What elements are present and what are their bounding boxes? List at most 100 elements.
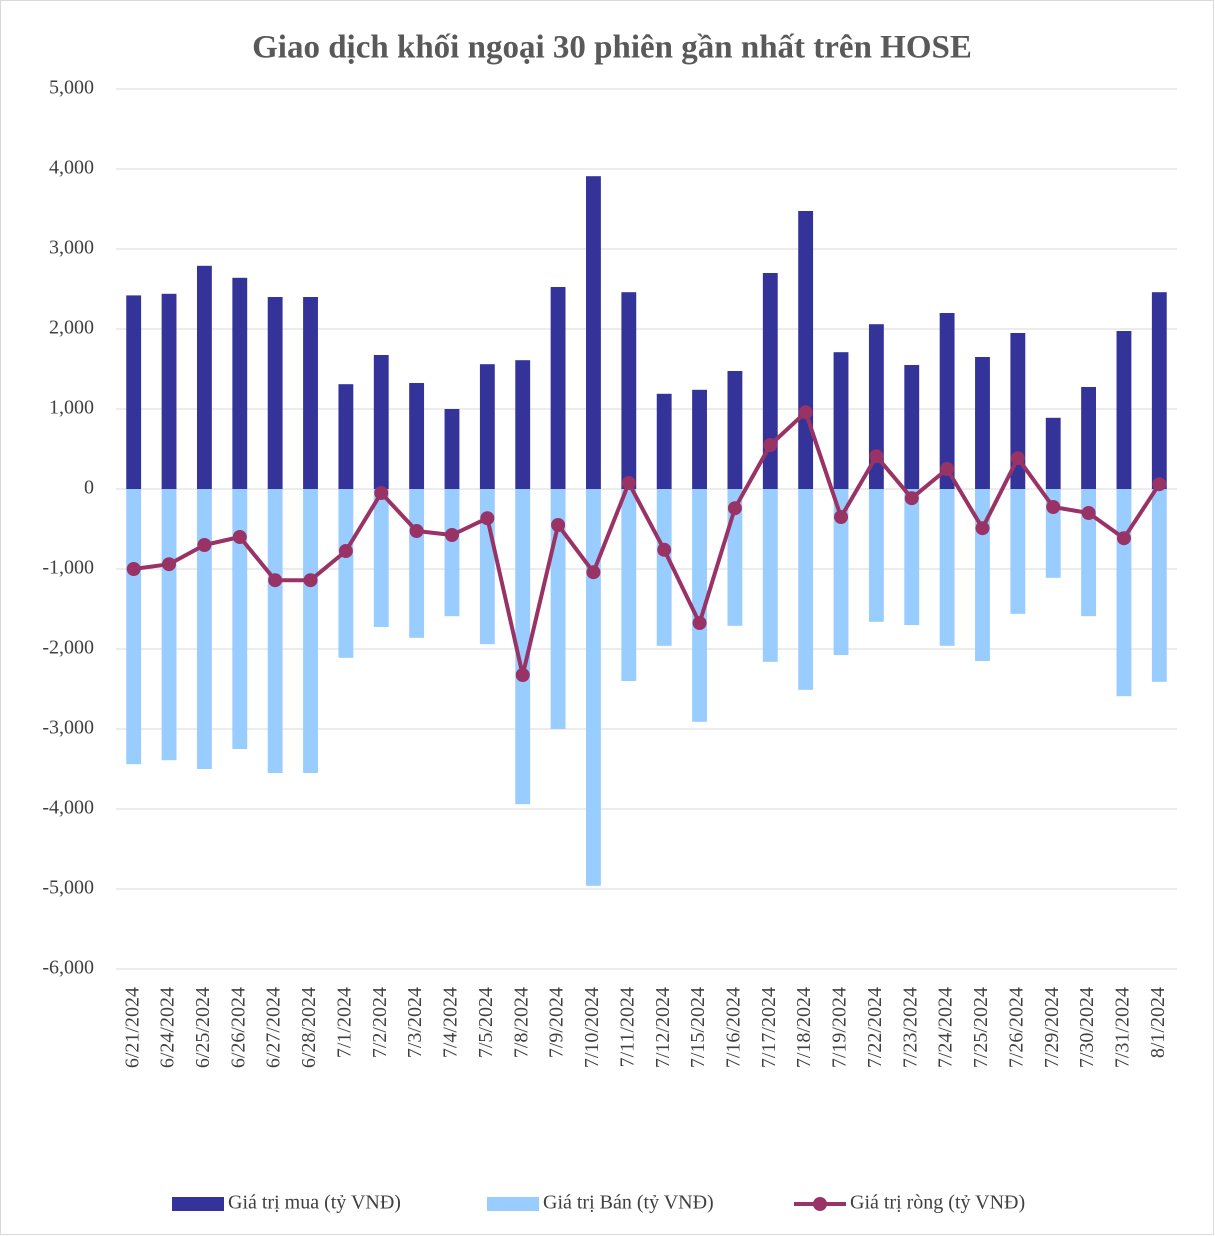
bar [409,489,425,638]
line-point [409,524,424,538]
bar [762,489,778,662]
x-tick-label: 7/23/2024 [899,987,921,1068]
y-tick-label: 4,000 [49,157,94,179]
bar [338,384,354,489]
bar [1045,417,1061,489]
bar [621,489,637,681]
line-point [869,449,884,464]
bar [939,313,955,489]
line-point [904,491,919,506]
x-tick-label: 7/9/2024 [546,987,568,1058]
bar [868,489,884,622]
y-tick-label: -5,000 [42,877,94,899]
line-point [162,557,177,572]
x-tick-label: 8/1/2024 [1147,987,1169,1058]
bar [1151,292,1167,489]
line-point [515,668,530,682]
line-point [232,530,247,544]
x-tick-label: 6/24/2024 [157,987,179,1068]
bar [338,489,354,658]
bar [798,211,814,489]
bar [939,489,955,646]
bar [621,292,637,489]
y-tick-label: -6,000 [42,957,94,979]
line-point [268,573,283,588]
line-point [1046,500,1061,514]
x-tick-label: 7/10/2024 [581,987,603,1068]
bar [515,360,531,489]
line-point [444,528,459,542]
y-tick-label: 5,000 [49,77,94,99]
x-tick-label: 7/25/2024 [970,987,992,1068]
bar [373,355,389,489]
legend-swatch [487,1197,539,1211]
bar [126,489,142,765]
legend-label: Giá trị Bán (tỷ VNĐ) [543,1192,714,1214]
y-tick-label: 3,000 [49,237,94,259]
bar [196,489,212,769]
x-tick-label: 7/26/2024 [1005,987,1027,1068]
bar [232,277,248,489]
line-point [303,573,318,588]
line-point [727,501,742,516]
bar [515,489,531,805]
x-tick-label: 7/29/2024 [1041,987,1063,1068]
line-point [1116,531,1131,546]
x-tick-label: 6/28/2024 [298,987,320,1068]
bar [656,489,672,646]
x-tick-label: 7/16/2024 [723,987,745,1068]
line-point [834,510,849,524]
y-tick-label: 1,000 [49,397,94,419]
bar [267,297,283,489]
x-tick-label: 7/18/2024 [793,987,815,1068]
bar [444,409,460,489]
bar [161,293,177,489]
x-tick-label: 7/11/2024 [616,987,638,1067]
bar [586,489,601,886]
bar [303,297,318,489]
bar [1081,489,1097,617]
line-point [126,562,141,576]
x-tick-label: 7/17/2024 [758,987,780,1068]
line-point [692,616,707,630]
bar [762,273,778,489]
line-point [480,511,495,526]
bar [1010,333,1026,489]
bar [692,389,707,489]
bar [904,489,920,625]
legend-swatch [813,1197,827,1211]
line-point [763,438,778,452]
legend-label: Giá trị ròng (tỷ VNĐ) [850,1192,1025,1214]
bar [727,371,743,489]
bar [161,489,177,761]
y-tick-label: -1,000 [42,557,94,579]
bar [798,489,814,690]
bar [550,287,566,489]
x-tick-label: 7/22/2024 [864,987,886,1068]
line-point [338,544,353,558]
y-tick-label: -2,000 [42,637,94,659]
x-tick-label: 7/8/2024 [510,987,532,1058]
line-point [374,486,389,500]
line-point [1152,477,1167,492]
x-tick-label: 7/24/2024 [935,987,957,1068]
line-point [197,538,212,552]
y-tick-label: 0 [84,477,94,499]
y-tick-label: -4,000 [42,797,94,819]
x-tick-label: 7/2/2024 [369,987,391,1058]
bar [232,489,248,749]
bar [975,357,990,489]
bar [1116,331,1132,489]
x-tick-label: 7/12/2024 [652,987,674,1068]
y-tick-label: 2,000 [49,317,94,339]
x-tick-label: 7/4/2024 [440,987,462,1058]
bar [904,365,920,489]
bar [868,324,884,489]
line-point [551,518,566,532]
line-point [621,476,636,490]
line-point [1081,506,1096,520]
legend-swatch [172,1197,224,1211]
line-point [798,405,813,420]
